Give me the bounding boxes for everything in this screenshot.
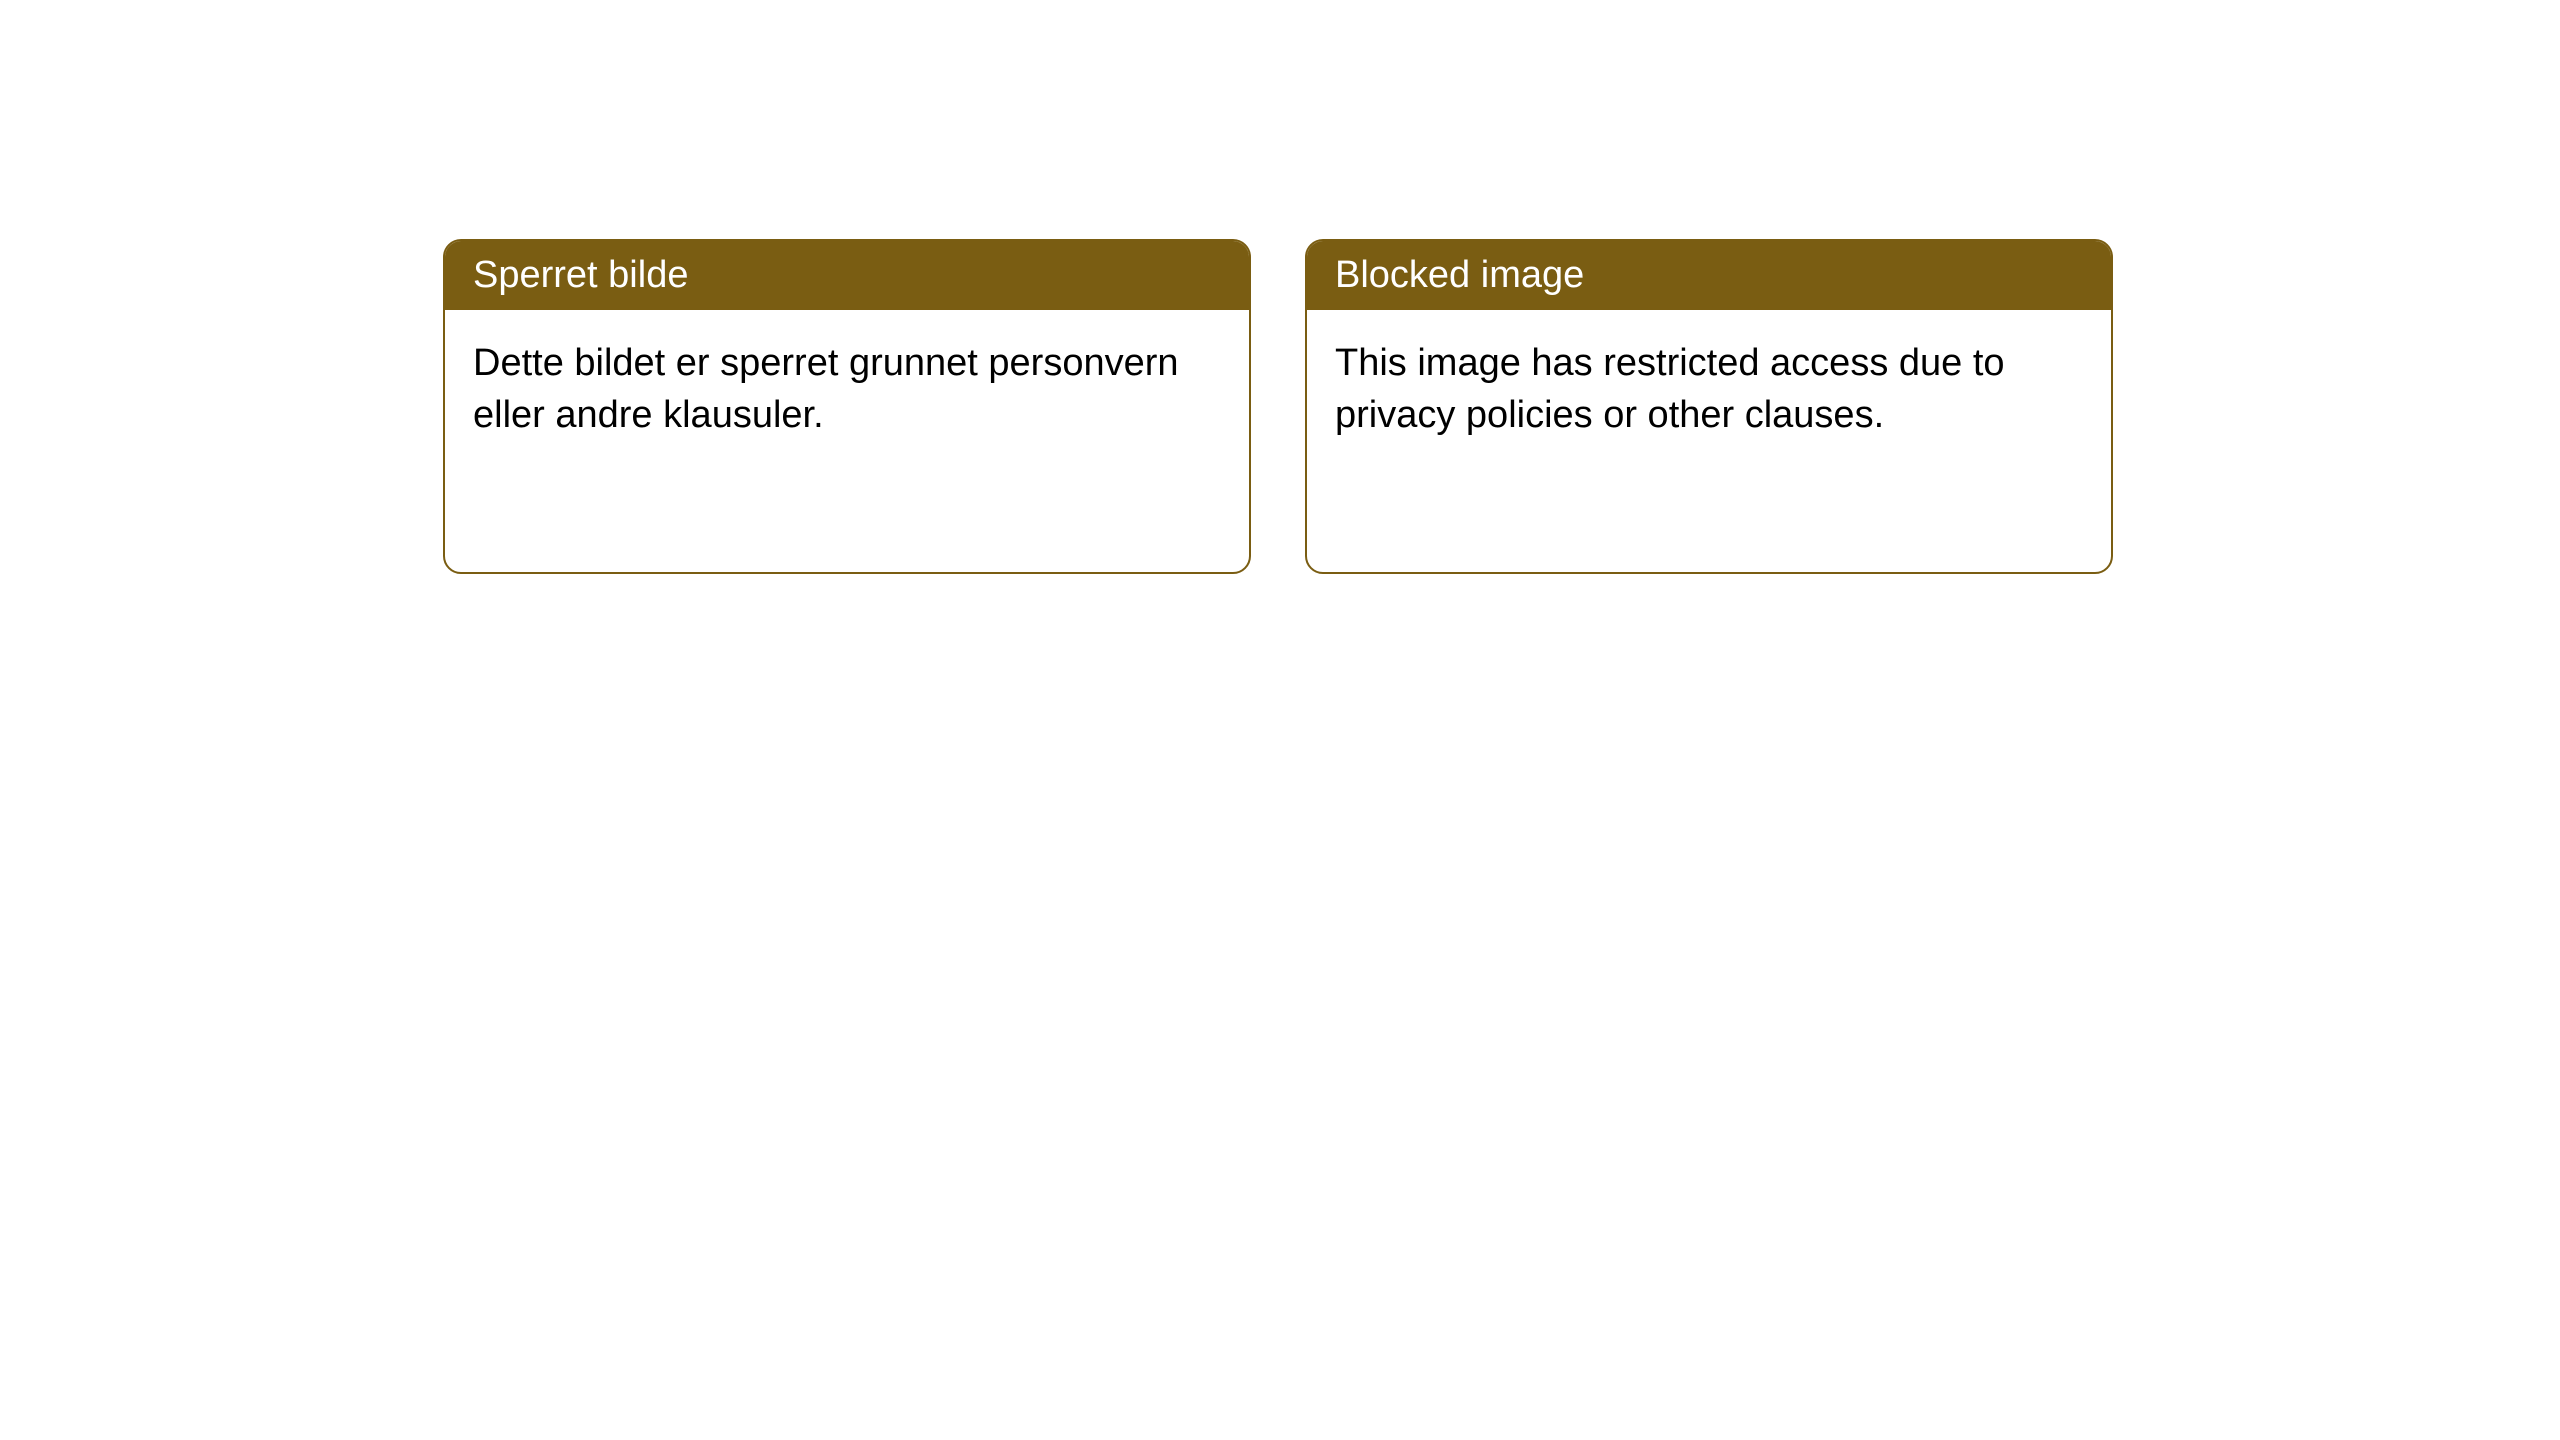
notice-cards-container: Sperret bilde Dette bildet er sperret gr…: [443, 239, 2113, 574]
notice-card-english: Blocked image This image has restricted …: [1305, 239, 2113, 574]
notice-body: Dette bildet er sperret grunnet personve…: [445, 310, 1249, 469]
notice-body: This image has restricted access due to …: [1307, 310, 2111, 469]
notice-header: Sperret bilde: [445, 241, 1249, 310]
notice-card-norwegian: Sperret bilde Dette bildet er sperret gr…: [443, 239, 1251, 574]
notice-header: Blocked image: [1307, 241, 2111, 310]
